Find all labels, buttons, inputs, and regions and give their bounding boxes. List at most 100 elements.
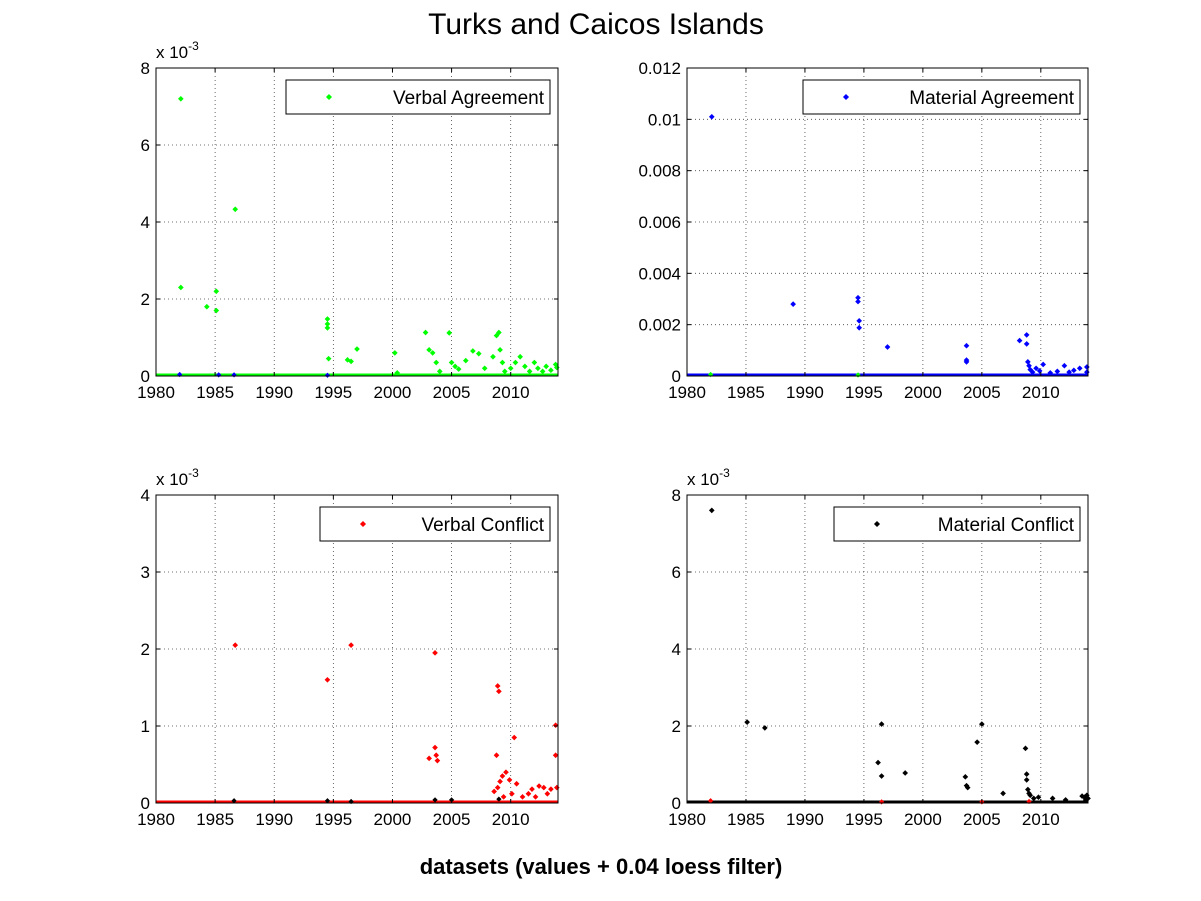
data-point bbox=[963, 359, 970, 365]
data-point bbox=[535, 365, 541, 372]
y-tick-label: 6 bbox=[141, 136, 150, 155]
data-point bbox=[525, 790, 532, 797]
y-exponent-power: -3 bbox=[188, 466, 199, 480]
data-point bbox=[178, 284, 184, 291]
x-tick-label: 1995 bbox=[845, 383, 883, 402]
data-point bbox=[878, 721, 885, 727]
data-point bbox=[1047, 370, 1054, 376]
data-point bbox=[452, 363, 458, 370]
y-exponent-label: x 10-3 bbox=[156, 39, 199, 62]
x-tick-label: 1985 bbox=[727, 810, 765, 829]
y-tick-label: 4 bbox=[141, 213, 150, 232]
data-point bbox=[493, 752, 500, 759]
data-point bbox=[1066, 369, 1072, 375]
figure-xlabel: datasets (values + 0.04 loess filter) bbox=[420, 854, 783, 879]
legend-box bbox=[802, 79, 1081, 115]
data-point bbox=[455, 366, 462, 372]
legend: Verbal Agreement bbox=[285, 79, 551, 115]
data-point bbox=[902, 770, 909, 776]
x-tick-label: 1985 bbox=[727, 383, 765, 402]
data-point bbox=[884, 344, 891, 350]
y-tick-label: 0.012 bbox=[638, 59, 681, 78]
data-point bbox=[744, 719, 750, 725]
x-tick-label: 1990 bbox=[255, 383, 293, 402]
legend: Verbal Conflict bbox=[319, 506, 551, 542]
data-point bbox=[856, 324, 863, 331]
data-point bbox=[974, 739, 980, 745]
data-point bbox=[493, 332, 500, 339]
data-point bbox=[1023, 332, 1030, 338]
x-tick-label: 1995 bbox=[845, 810, 883, 829]
data-point bbox=[496, 329, 502, 336]
y-exponent-power: -3 bbox=[188, 39, 199, 53]
data-point bbox=[1023, 341, 1030, 347]
data-point bbox=[204, 303, 210, 310]
data-point bbox=[433, 359, 440, 366]
data-point bbox=[436, 368, 443, 375]
data-point bbox=[856, 317, 863, 324]
data-point bbox=[517, 353, 523, 360]
data-point bbox=[529, 786, 535, 792]
x-tick-label: 1980 bbox=[668, 383, 706, 402]
data-point bbox=[506, 777, 513, 783]
data-point bbox=[1076, 365, 1083, 372]
data-point bbox=[708, 113, 715, 120]
y-exponent-power: -3 bbox=[719, 466, 730, 480]
x-tick-label: 1990 bbox=[786, 810, 824, 829]
legend-marker bbox=[325, 93, 333, 101]
data-point bbox=[475, 350, 482, 357]
data-point bbox=[519, 794, 526, 800]
data-point bbox=[348, 358, 354, 365]
x-tick-label: 2005 bbox=[963, 383, 1001, 402]
data-point bbox=[790, 301, 796, 307]
data-point bbox=[213, 307, 220, 314]
legend: Material Agreement bbox=[802, 79, 1081, 115]
data-point bbox=[552, 752, 559, 759]
data-point bbox=[490, 353, 496, 360]
data-point bbox=[548, 786, 554, 792]
data-point bbox=[494, 683, 501, 689]
y-tick-label: 8 bbox=[672, 486, 681, 505]
data-point bbox=[513, 780, 520, 787]
x-tick-label: 2000 bbox=[904, 383, 942, 402]
data-point bbox=[1023, 777, 1030, 783]
x-tick-label: 2000 bbox=[374, 383, 412, 402]
data-point bbox=[324, 325, 331, 331]
x-tick-label: 2000 bbox=[904, 810, 942, 829]
data-point bbox=[434, 757, 441, 764]
data-point bbox=[499, 359, 506, 366]
x-tick-label: 2010 bbox=[1022, 810, 1060, 829]
y-tick-label: 3 bbox=[141, 563, 150, 582]
data-point bbox=[532, 794, 539, 800]
y-tick-label: 4 bbox=[672, 640, 681, 659]
data-point bbox=[1040, 361, 1047, 368]
data-point bbox=[531, 359, 538, 366]
data-point bbox=[1062, 797, 1069, 803]
data-point bbox=[1000, 790, 1006, 797]
data-point bbox=[503, 769, 509, 776]
data-point bbox=[875, 759, 881, 766]
data-point bbox=[501, 368, 508, 375]
data-point bbox=[348, 642, 354, 648]
y-tick-label: 0.002 bbox=[638, 316, 681, 335]
y-tick-label: 0 bbox=[141, 367, 150, 386]
x-tick-label: 1980 bbox=[137, 383, 175, 402]
x-tick-label: 1985 bbox=[196, 810, 234, 829]
data-point bbox=[962, 773, 969, 780]
subplot-4: 1980 1985 1990 1995 2000 2005 2010 0 2 4 6 8 x 10-3 M… bbox=[668, 466, 1091, 829]
data-point bbox=[1029, 369, 1036, 375]
x-tick-label: 2010 bbox=[492, 810, 530, 829]
data-point bbox=[426, 755, 432, 762]
data-point bbox=[1035, 794, 1042, 801]
data-point bbox=[1033, 365, 1039, 372]
data-point bbox=[963, 342, 970, 349]
x-tick-label: 1990 bbox=[786, 383, 824, 402]
data-point bbox=[1016, 337, 1023, 344]
y-tick-label: 0.008 bbox=[638, 162, 681, 181]
x-tick-label: 1985 bbox=[196, 383, 234, 402]
data-point bbox=[448, 359, 455, 366]
subplot-3: 1980 1985 1990 1995 2000 2005 2010 0 1 2 3 4 x 10-3 V… bbox=[137, 466, 560, 829]
x-tick-label: 2000 bbox=[374, 810, 412, 829]
data-point bbox=[1022, 745, 1029, 752]
